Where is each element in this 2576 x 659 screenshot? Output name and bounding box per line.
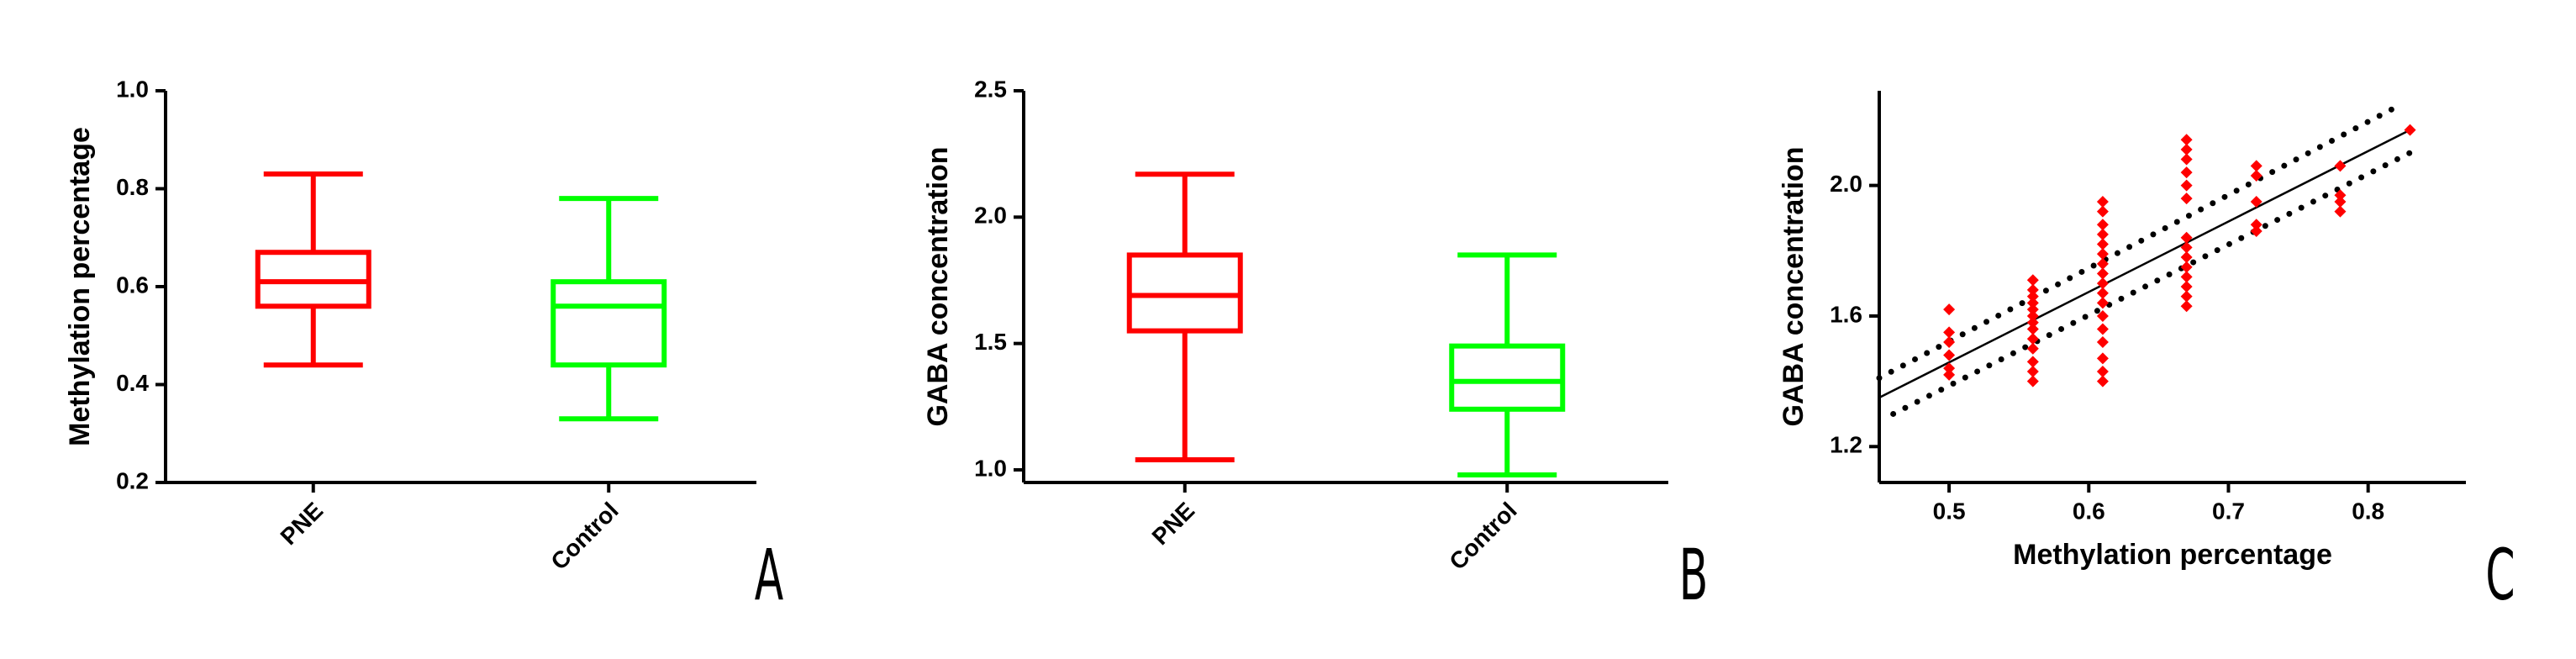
y-tick-label: 2.0: [1830, 171, 1862, 197]
point: [2180, 153, 2193, 166]
point: [2026, 333, 2039, 345]
point: [2026, 274, 2039, 287]
point: [2334, 160, 2347, 172]
confidence-band: [1876, 103, 2400, 382]
point: [2096, 323, 2109, 335]
point: [2180, 192, 2193, 205]
point: [1943, 362, 1956, 375]
point: [1943, 326, 1956, 339]
point: [2096, 287, 2109, 299]
y-axis-title: GABA concentration: [1778, 146, 1810, 426]
fit-line: [1878, 129, 2411, 399]
box: [1126, 252, 1243, 334]
x-tick-label: Control: [545, 498, 623, 575]
y-tick-label: 0.4: [116, 370, 149, 396]
point: [2096, 257, 2109, 270]
point: [2096, 375, 2109, 387]
point: [2334, 196, 2347, 208]
point: [2334, 205, 2347, 218]
y-axis-title: GABA concentration: [922, 146, 954, 426]
x-tick-label: Control: [1444, 498, 1521, 575]
y-tick-label: 0.8: [116, 174, 149, 200]
point: [2096, 365, 2109, 377]
point: [2180, 166, 2193, 179]
box: [550, 279, 667, 368]
point: [2250, 169, 2263, 182]
point: [2180, 261, 2193, 273]
point: [2096, 277, 2109, 290]
point: [2026, 356, 2039, 368]
y-axis-title: Methylation percentage: [64, 127, 96, 446]
point: [2180, 271, 2193, 283]
point: [2096, 267, 2109, 280]
y-tick-label: 0.6: [116, 272, 149, 298]
point: [2026, 316, 2039, 329]
x-tick-label: 0.7: [2212, 498, 2245, 524]
point: [2250, 160, 2263, 172]
point: [2250, 196, 2263, 208]
point: [2250, 224, 2263, 237]
y-tick-label: 1.5: [974, 329, 1007, 355]
x-tick-label: PNE: [276, 498, 329, 551]
point: [1943, 349, 1956, 361]
point: [2096, 248, 2109, 261]
x-axis-title: Methylation percentage: [2013, 539, 2332, 571]
point: [2180, 143, 2193, 156]
point: [2180, 281, 2193, 293]
point: [2096, 309, 2109, 322]
point: [2180, 300, 2193, 313]
y-tick-label: 1.0: [116, 76, 149, 102]
x-tick-label: 0.6: [2073, 498, 2105, 524]
point: [2026, 375, 2039, 387]
y-tick-label: 2.0: [974, 203, 1007, 229]
point: [2096, 228, 2109, 240]
point: [2180, 241, 2193, 254]
x-tick-label: 0.8: [2352, 498, 2384, 524]
point: [2404, 124, 2416, 136]
point: [2096, 336, 2109, 349]
point: [2334, 189, 2347, 202]
point: [2026, 283, 2039, 296]
y-tick-label: 2.5: [974, 76, 1007, 102]
point: [1943, 336, 1956, 349]
point: [2026, 365, 2039, 377]
point: [2026, 303, 2039, 316]
point: [2180, 290, 2193, 303]
y-tick-label: 1.2: [1830, 432, 1862, 458]
y-tick-label: 1.6: [1830, 301, 1862, 327]
point: [2026, 342, 2039, 355]
point: [2096, 352, 2109, 365]
point: [2026, 297, 2039, 309]
point: [2026, 290, 2039, 303]
y-tick-label: 0.2: [116, 467, 149, 493]
point: [2096, 219, 2109, 231]
x-tick-label: PNE: [1147, 498, 1200, 551]
panel-label: A: [755, 535, 783, 617]
y-tick-label: 1.0: [974, 455, 1007, 481]
point: [2096, 238, 2109, 250]
x-tick-label: 0.5: [1933, 498, 1966, 524]
point: [2096, 297, 2109, 309]
point: [2180, 179, 2193, 192]
point: [2026, 309, 2039, 322]
point: [2180, 134, 2193, 146]
point: [2026, 323, 2039, 335]
point: [2180, 251, 2193, 264]
box: [1449, 343, 1566, 412]
point: [2096, 196, 2109, 208]
point: [2096, 205, 2109, 218]
panel-label: C: [2485, 535, 2515, 617]
point: [1943, 303, 1956, 316]
panel-label: B: [1679, 535, 1709, 617]
point: [1943, 368, 1956, 381]
point: [2180, 231, 2193, 244]
confidence-band: [1890, 150, 2414, 417]
point: [2250, 219, 2263, 231]
